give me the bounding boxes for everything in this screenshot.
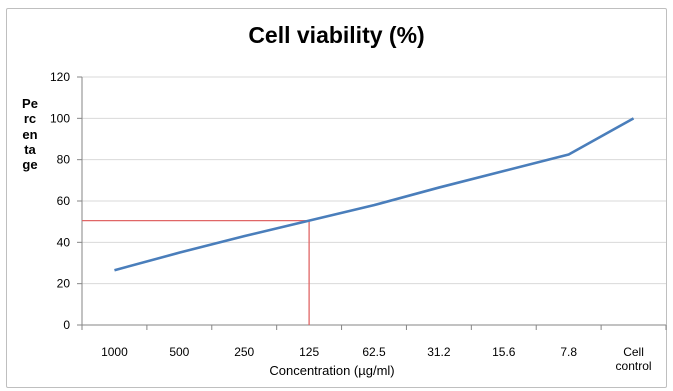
x-tick-label: Cell — [623, 345, 644, 359]
y-tick-label: 120 — [50, 70, 70, 84]
x-tick-label: 250 — [234, 345, 254, 359]
chart-title: Cell viability (%) — [248, 22, 425, 48]
y-tick-label: 0 — [63, 318, 70, 332]
y-tick-label: 100 — [50, 111, 70, 125]
x-tick-label: 125 — [299, 345, 319, 359]
x-axis-label: Concentration (µg/ml) — [269, 363, 395, 378]
y-tick-label: 40 — [57, 235, 71, 249]
y-tick-label: 20 — [57, 277, 71, 291]
x-tick-label: 1000 — [101, 345, 128, 359]
series-line — [114, 117, 635, 272]
x-tick-label: 31.2 — [427, 345, 451, 359]
y-tick-labels: 0 20 40 60 80 100 120 — [50, 70, 70, 332]
x-tick-label: control — [616, 359, 652, 373]
gridlines — [77, 76, 667, 330]
series-lines — [114, 117, 635, 272]
reference-lines — [82, 219, 310, 325]
y-axis-label: Percentage — [22, 96, 38, 173]
y-tick-label: 60 — [57, 194, 71, 208]
y-tick-label: 80 — [57, 153, 71, 167]
x-tick-label: 7.8 — [560, 345, 577, 359]
x-tick-label: 500 — [169, 345, 189, 359]
x-tick-label: 15.6 — [492, 345, 516, 359]
x-tick-label: 62.5 — [362, 345, 386, 359]
